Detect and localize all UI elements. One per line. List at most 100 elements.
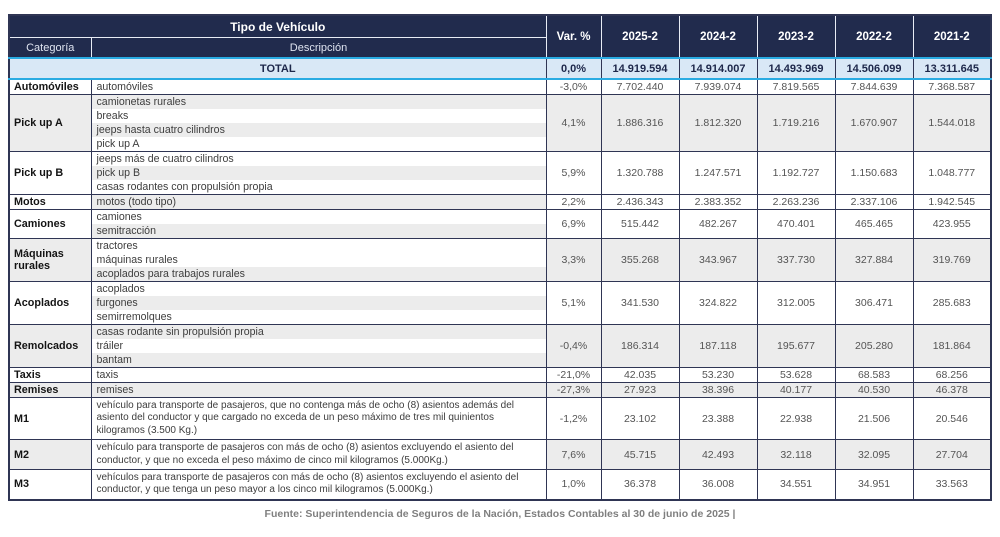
description-line: casas rodante sin propulsión propia <box>92 325 546 339</box>
row-year-value: 42.493 <box>678 439 758 471</box>
description-line: máquinas rurales <box>96 254 178 266</box>
row-year-value: 42.035 <box>600 367 680 383</box>
description-line: vehículo para transporte de pasajeros co… <box>96 442 514 466</box>
row-year-value: 1.544.018 <box>912 94 992 152</box>
description-line: breaks <box>96 110 129 122</box>
row-year-value: 327.884 <box>834 238 914 282</box>
row-year-value: 40.177 <box>756 382 836 398</box>
description-line: automóviles <box>96 81 154 93</box>
row-description: vehículo para transporte de pasajeros, q… <box>90 396 547 441</box>
row-year-value: 355.268 <box>600 238 680 282</box>
row-year-value: 68.583 <box>834 367 914 383</box>
row-var-value: 5,9% <box>545 151 602 195</box>
row-description: taxis <box>90 367 547 383</box>
row-var-value: -3,0% <box>545 78 602 95</box>
table-row: Máquinas rurales tractores máquinas rurale… <box>8 238 992 282</box>
row-var-value: -27,3% <box>545 382 602 398</box>
row-category: Remolcados <box>8 324 92 368</box>
table-body: TOTAL 0,0% 14.919.594 14.914.007 14.493.96… <box>8 57 992 501</box>
categoria-column-header: Categoría <box>8 37 92 59</box>
table-row: Remolcados casas rodante sin propulsión p… <box>8 324 992 368</box>
table-title: Tipo de Vehículo <box>8 14 547 38</box>
row-year-value: 186.314 <box>600 324 680 368</box>
row-year-value: 1.192.727 <box>756 151 836 195</box>
description-line: tractores <box>96 240 138 252</box>
row-year-value: 46.378 <box>912 382 992 398</box>
row-year-value: 324.822 <box>678 281 758 325</box>
table-row: Remises remises -27,3% 27.923 38.396 40.177 40… <box>8 382 992 398</box>
year-column-header: 2024-2 <box>678 14 758 59</box>
row-year-value: 23.102 <box>600 396 680 441</box>
row-description: remises <box>90 382 547 398</box>
row-var-value: 6,9% <box>545 209 602 239</box>
table-header: Tipo de Vehículo Var. % 2025-2 2024-2 2023… <box>8 14 992 59</box>
row-description: motos (todo tipo) <box>90 194 547 210</box>
description-line: pick up A <box>96 138 140 150</box>
row-year-value: 482.267 <box>678 209 758 239</box>
row-year-value: 40.530 <box>834 382 914 398</box>
description-line: vehículos para transporte de pasajeros c… <box>96 472 519 496</box>
row-category: Remises <box>8 382 92 398</box>
row-description: vehículo para transporte de pasajeros co… <box>90 439 547 471</box>
row-year-value: 53.230 <box>678 367 758 383</box>
descripcion-column-header: Descripción <box>90 37 547 59</box>
total-year-value: 14.919.594 <box>600 57 680 80</box>
row-year-value: 27.923 <box>600 382 680 398</box>
description-line: jeeps más de cuatro cilindros <box>96 153 234 165</box>
row-year-value: 7.844.639 <box>834 78 914 95</box>
row-var-value: 4,1% <box>545 94 602 152</box>
row-year-value: 337.730 <box>756 238 836 282</box>
row-year-value: 181.864 <box>912 324 992 368</box>
header-row-top: Tipo de Vehículo Var. % 2025-2 2024-2 2023… <box>8 14 992 59</box>
row-year-value: 68.256 <box>912 367 992 383</box>
row-var-value: 7,6% <box>545 439 602 471</box>
description-line: semirremolques <box>96 311 172 323</box>
row-year-value: 53.628 <box>756 367 836 383</box>
row-description: camionetas rurales breaks jeeps hasta cuat… <box>90 94 547 152</box>
row-year-value: 1.886.316 <box>600 94 680 152</box>
row-category: M3 <box>8 469 92 501</box>
row-description: automóviles <box>90 78 547 95</box>
row-year-value: 195.677 <box>756 324 836 368</box>
row-var-value: -21,0% <box>545 367 602 383</box>
table-row: Automóviles automóviles -3,0% 7.702.440 7.93… <box>8 78 992 95</box>
row-year-value: 32.118 <box>756 439 836 471</box>
row-category: M1 <box>8 396 92 441</box>
row-description: tractores máquinas rurales acoplados para … <box>90 238 547 282</box>
row-year-value: 1.670.907 <box>834 94 914 152</box>
description-line: furgones <box>92 296 546 310</box>
row-year-value: 2.337.106 <box>834 194 914 210</box>
total-row: TOTAL 0,0% 14.919.594 14.914.007 14.493.96… <box>8 57 992 80</box>
row-year-value: 187.118 <box>678 324 758 368</box>
description-line: camionetas rurales <box>92 95 546 109</box>
header-row-sub: Categoría Descripción <box>8 37 991 59</box>
description-line: camiones <box>96 211 142 223</box>
vehicle-types-table: Tipo de Vehículo Var. % 2025-2 2024-2 2023… <box>8 14 993 501</box>
description-line: motos (todo tipo) <box>92 195 546 209</box>
row-var-value: 5,1% <box>545 281 602 325</box>
total-year-value: 13.311.645 <box>912 57 992 80</box>
description-line: taxis <box>96 369 119 381</box>
row-year-value: 465.465 <box>834 209 914 239</box>
row-var-value: 1,0% <box>545 469 602 501</box>
row-var-value: 3,3% <box>545 238 602 282</box>
row-year-value: 343.967 <box>678 238 758 282</box>
row-year-value: 32.095 <box>834 439 914 471</box>
year-column-header: 2023-2 <box>756 14 836 59</box>
row-year-value: 7.819.565 <box>756 78 836 95</box>
row-year-value: 319.769 <box>912 238 992 282</box>
description-line: jeeps hasta cuatro cilindros <box>92 123 546 137</box>
row-year-value: 1.812.320 <box>678 94 758 152</box>
row-year-value: 21.506 <box>834 396 914 441</box>
description-line: vehículo para transporte de pasajeros, q… <box>96 400 515 436</box>
row-year-value: 7.702.440 <box>600 78 680 95</box>
row-year-value: 285.683 <box>912 281 992 325</box>
row-year-value: 1.247.571 <box>678 151 758 195</box>
description-line: tráiler <box>96 340 124 352</box>
table-row: M2 vehículo para transporte de pasajeros … <box>8 439 992 471</box>
row-var-value: 2,2% <box>545 194 602 210</box>
row-year-value: 1.942.545 <box>912 194 992 210</box>
row-year-value: 205.280 <box>834 324 914 368</box>
